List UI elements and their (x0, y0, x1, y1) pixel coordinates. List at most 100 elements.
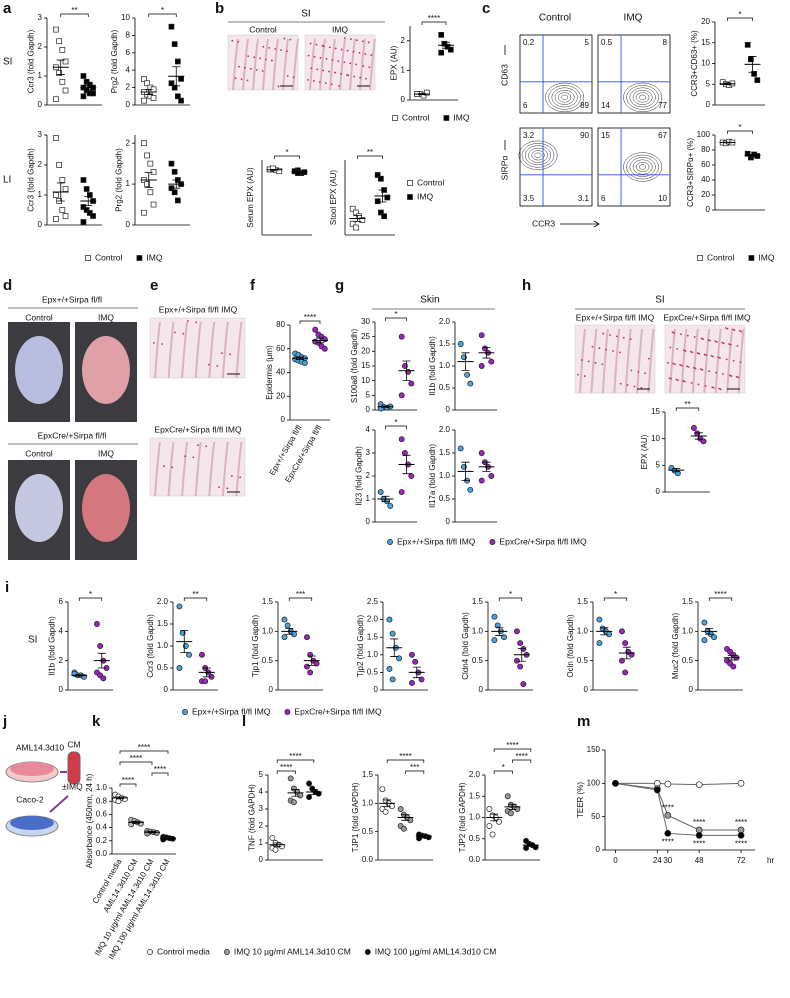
stain-dot (700, 337, 703, 340)
data-point (386, 665, 393, 672)
data-point (701, 637, 708, 644)
stain-dot (733, 329, 736, 331)
stain-dot (687, 366, 690, 368)
quadrant-value: 10 (658, 194, 667, 203)
quadrant-value: 89 (580, 101, 589, 110)
y-tick-label: 1.0 (367, 650, 379, 659)
stain-dot (249, 67, 252, 70)
y-tick-label: 0 (366, 405, 371, 414)
stain-dot (728, 343, 730, 345)
y-tick-label: 2.5 (367, 597, 379, 606)
tissue-fold (636, 328, 644, 394)
contour (635, 161, 650, 173)
y-tick-label: 1.0 (439, 361, 451, 370)
image-label: Epx+/+Sirpa fl/fl IMQ (159, 304, 238, 314)
data-point (491, 637, 498, 644)
stain-dot (728, 374, 731, 377)
stain-dot (216, 364, 219, 367)
axis-label: SIRPα (499, 156, 509, 181)
data-point (488, 358, 495, 365)
data-point (379, 786, 386, 793)
sem-bar (672, 468, 681, 473)
stain-dot (197, 444, 199, 446)
data-point (301, 360, 308, 366)
data-point (349, 205, 356, 212)
data-point (695, 781, 703, 789)
sem-bar (442, 41, 450, 49)
sem-bar (490, 813, 499, 822)
stain-dot (677, 379, 679, 382)
data-point (596, 640, 603, 647)
y-tick-label: 10 (701, 59, 710, 68)
stain-dot (729, 343, 732, 346)
row-label: SI (28, 635, 37, 646)
quadrant-value: 15 (601, 131, 610, 140)
y-axis-label: Prg2 (fold Gapdh) (110, 29, 119, 93)
stain-dot (616, 335, 618, 338)
quadrant-value: 77 (658, 101, 667, 110)
data-point (168, 23, 175, 30)
quadrant-value: 14 (601, 101, 610, 110)
y-tick-label: 0.5 (682, 656, 694, 665)
y-axis-label: TJP1 (fold GAPDH) (351, 782, 360, 852)
sem-bar (180, 630, 189, 653)
stain-dot (359, 76, 362, 79)
data-point (178, 97, 184, 104)
data-point (438, 32, 445, 38)
stain-dot (259, 57, 261, 60)
y-tick-label: 0.5 (439, 494, 451, 503)
stain-dot (239, 476, 242, 479)
stain-dot (683, 380, 686, 383)
y-axis-label: Serum EPX (AU) (246, 167, 255, 228)
y-tick-label: 0.5 (367, 668, 379, 677)
schematic-label: ±IMQ (62, 781, 83, 791)
data-point (754, 77, 761, 83)
data-point (378, 209, 384, 216)
y-axis-label: EPX (AU) (390, 45, 399, 80)
y-tick-label: 1.0 (262, 626, 274, 635)
stain-dot (337, 60, 340, 63)
data-point (171, 189, 178, 196)
flow-plot (519, 34, 593, 114)
data-point (56, 162, 63, 168)
y-tick-label: 0.5 (362, 827, 374, 836)
data-point (53, 135, 59, 141)
significance-label: **** (662, 837, 674, 846)
tissue-fold (319, 38, 326, 91)
y-tick-label: 2 (259, 821, 264, 830)
data-point (93, 621, 100, 627)
y-tick-label: 60 (276, 344, 285, 353)
sem-bar (748, 154, 757, 157)
y-tick-label: 2 (126, 138, 131, 147)
data-point (198, 651, 205, 658)
contour (639, 164, 647, 170)
data-point (175, 93, 181, 100)
panel-letters: a b c d e f g h i j k l m (2, 0, 590, 730)
tissue-fold (221, 321, 229, 379)
contour (545, 82, 585, 113)
data-point (408, 473, 415, 479)
data-point (304, 663, 310, 670)
sem-bar (84, 84, 93, 91)
stain-dot (292, 76, 295, 78)
data-point (389, 676, 396, 683)
data-point (53, 216, 59, 222)
data-point (53, 192, 59, 198)
stain-dot (732, 359, 735, 362)
data-point (489, 831, 496, 838)
stain-dot (220, 352, 223, 355)
data-point (83, 186, 90, 192)
y-tick-label: 1.5 (469, 791, 481, 800)
data-point (619, 657, 625, 664)
stain-dot (322, 69, 325, 72)
sem-bar (97, 652, 106, 669)
stain-dot (322, 45, 325, 48)
significance-bracket (288, 597, 313, 601)
y-axis-label: TNF (fold GAPDH) (248, 784, 257, 851)
y-tick-label: 100 (697, 130, 711, 139)
legend-label: Control (417, 177, 445, 187)
stain-dot (361, 40, 364, 43)
stain-dot (682, 380, 685, 382)
stain-dot (346, 49, 349, 52)
stain-dot (274, 48, 277, 50)
